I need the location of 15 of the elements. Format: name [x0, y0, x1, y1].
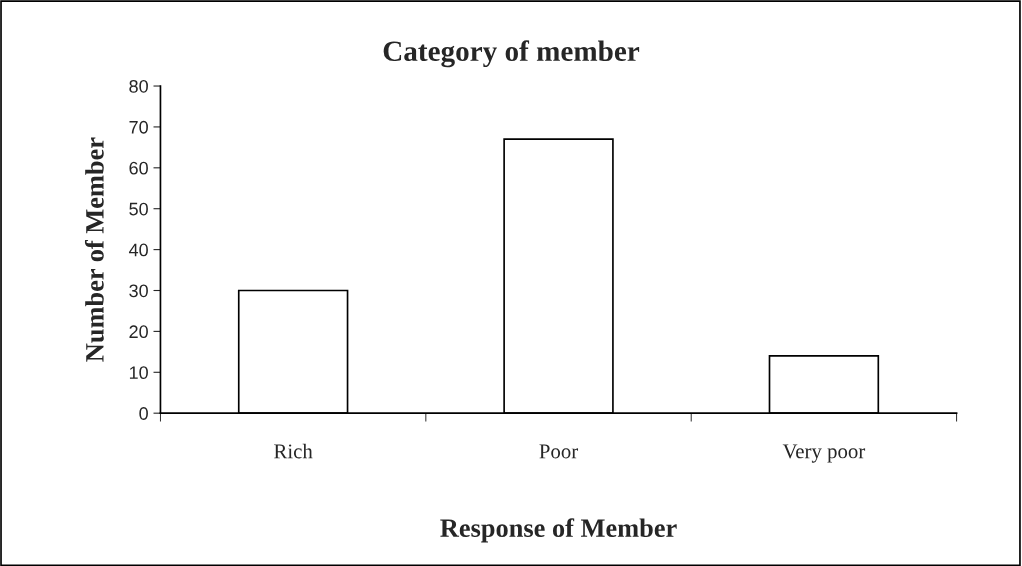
x-tick-label: Very poor: [782, 444, 866, 463]
y-tick-label: 70: [129, 120, 148, 134]
y-tick-label: 20: [129, 325, 148, 339]
y-tick-label: 40: [128, 243, 148, 257]
x-tick-label: Rich: [274, 443, 313, 459]
x-tick-label: Poor: [539, 444, 579, 459]
y-tick-label: 80: [129, 79, 148, 93]
y-tick-label: 0: [139, 407, 148, 420]
x-axis-title: Response of Member: [440, 518, 677, 543]
y-tick-label: 50: [129, 202, 148, 216]
y-tick-label: 60: [129, 161, 148, 175]
y-tick-label: 10: [129, 366, 148, 380]
chart-title: Category of member: [383, 40, 640, 68]
y-axis-title: Number of Member: [84, 137, 104, 362]
y-tick-label: 30: [129, 284, 148, 298]
